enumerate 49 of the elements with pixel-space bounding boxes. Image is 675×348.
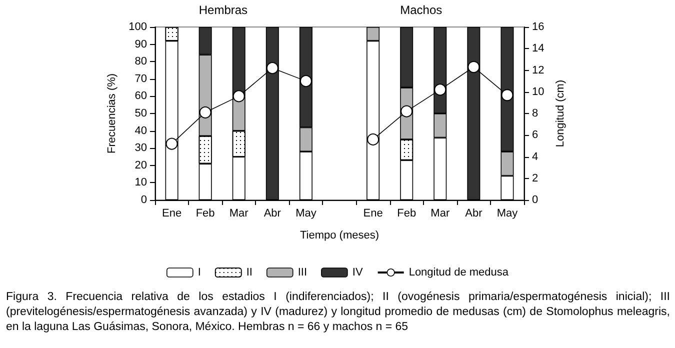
text: Hembras [198,3,248,17]
text: Machos [400,3,442,17]
y2-tick-label: 6 [532,129,538,142]
y2-axis-title: Longitud (cm) [554,80,567,148]
x-axis-title: Tiempo (meses) [300,230,380,242]
y-tick-label: 60 [134,90,147,102]
y-tick-label: 90 [134,38,147,50]
point [300,75,312,88]
y-tick-label: 30 [134,142,147,154]
text: Figura 3. Frecuencia relativa de los estadios I (indiferenciados); II (ovogénesis primaria/espermatogénesis inicial); III (previtelogénesis/espermatogénesis avanzada) y IV (madurez) y longitud promedio de medusas (cm) de Stomolophus meleagris, en la laguna Las Guásimas, Sonora, México. Hembras n = 66 y machos n = 65 [6,290,670,335]
y2-tick-label: 16 [532,21,544,33]
x-tick-label: May [496,208,518,220]
legend-label: III [298,266,308,278]
y-tick-label: 100 [128,21,147,33]
y-tick-label: 10 [134,176,147,189]
y2-tick-label: 0 [532,194,538,206]
x-tick-label: May [296,208,317,220]
y-axis-title: Frecuencias (%) [106,73,118,154]
point [468,61,480,74]
y2-tick-label: 8 [532,108,538,120]
y-tick-label: 80 [134,56,147,68]
x-tick-label: Ene [162,208,182,220]
y2-tick-label: 2 [532,172,538,184]
x-tick-label: Mar [430,208,450,220]
y2-tick-label: 10 [532,86,544,98]
y-tick-label: 40 [134,124,147,137]
point [232,90,245,102]
x-tick-label: Feb [196,208,215,220]
point [266,62,278,74]
x-tick-label: Abr [465,208,483,220]
legend-label: Longitud de medusa [408,266,510,278]
point [434,84,446,96]
legend-label: IV [352,266,364,278]
y2-tick-label: 14 [532,42,544,55]
x-tick-label: Abr [264,208,282,220]
x-tick-label: Mar [229,208,249,220]
x-tick-label: Feb [397,208,416,220]
x-tick-label: Ene [363,208,383,220]
legend-label: I [198,266,201,278]
y2-tick-label: 4 [532,150,538,163]
point [199,106,212,118]
y-tick-label: 0 [140,194,147,206]
point [501,89,514,102]
legend-label: II [246,266,252,278]
y2-tick-label: 12 [532,64,544,76]
y-tick-label: 20 [134,159,147,172]
y-tick-label: 70 [134,72,147,85]
y-tick-label: 50 [134,108,147,120]
point [400,105,413,118]
